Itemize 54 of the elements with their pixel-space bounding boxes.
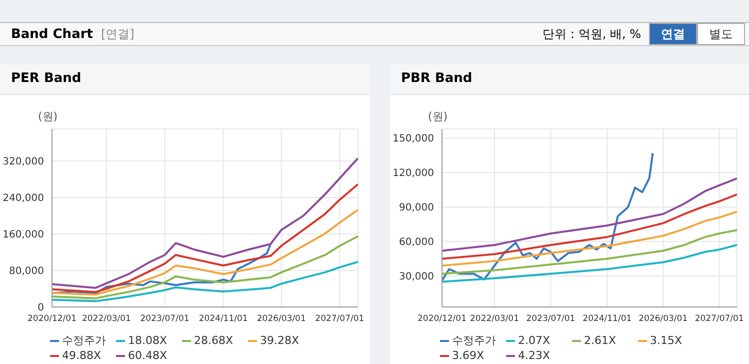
line-series <box>52 260 358 302</box>
x-tick-label: 2023/07/01 <box>526 314 576 324</box>
x-tick-label: 2026/03/01 <box>638 314 688 324</box>
line-series <box>52 208 358 296</box>
y-tick-label: 160,000 <box>2 230 44 241</box>
legend-label: 49.88X <box>61 348 102 363</box>
x-tick-label: 2024/11/01 <box>198 314 248 324</box>
y-tick-label: 0 <box>38 302 44 314</box>
x-tick-label: 2022/03/01 <box>470 314 520 324</box>
x-tick-label: 2027/07/01 <box>315 314 364 324</box>
legend-label: 3.69X <box>451 348 486 363</box>
legend-label: 28.68X <box>193 333 234 348</box>
chart-title: PER Band <box>0 64 370 95</box>
line-series <box>52 235 358 300</box>
line-series <box>442 244 737 283</box>
line-series <box>52 183 358 293</box>
line-series <box>442 229 737 275</box>
legend-label: 2.61X <box>583 333 618 348</box>
y-axis-title: (원) <box>428 109 448 124</box>
text: 연결 <box>649 23 697 45</box>
text: 단위 : 억원, 배, % <box>542 26 641 42</box>
line-series <box>52 157 358 289</box>
y-tick-label: 320,000 <box>2 156 44 168</box>
y-tick-label: 90,000 <box>399 202 434 214</box>
chart-title: PBR Band <box>390 64 749 95</box>
line-series <box>442 210 737 267</box>
line-series <box>442 152 654 282</box>
y-tick-label: 150,000 <box>392 134 434 145</box>
text: [연결] <box>100 26 134 42</box>
legend-label: 수정주가 <box>61 333 107 348</box>
legend-label: 3.15X <box>649 333 684 348</box>
x-tick-label: 2024/11/01 <box>582 314 632 324</box>
y-tick-label: 60,000 <box>399 237 434 248</box>
legend-label: 39.28X <box>259 333 300 348</box>
x-tick-label: 2020/12/01 <box>28 314 76 324</box>
line-series <box>442 177 737 252</box>
x-tick-label: 2020/12/01 <box>418 314 466 324</box>
legend-label: 60.48X <box>127 348 168 363</box>
x-tick-label: 2023/07/01 <box>140 314 190 324</box>
x-tick-label: 2026/03/01 <box>256 314 306 324</box>
legend-label: 4.23X <box>517 348 552 363</box>
y-tick-label: 80,000 <box>9 266 44 278</box>
x-tick-label: 2022/03/01 <box>82 314 131 324</box>
text: Band Chart <box>11 26 93 42</box>
line-series <box>442 193 737 260</box>
y-axis-title: (원) <box>38 109 58 124</box>
y-tick-label: 30,000 <box>399 272 434 283</box>
legend-label: 2.07X <box>517 333 552 348</box>
y-tick-label: 240,000 <box>2 193 44 204</box>
text: 별도 <box>697 23 745 45</box>
y-tick-label: 120,000 <box>392 168 434 180</box>
legend-label: 수정주가 <box>451 333 497 348</box>
x-tick-label: 2027/07/01 <box>694 314 744 324</box>
legend-label: 18.08X <box>127 333 168 348</box>
